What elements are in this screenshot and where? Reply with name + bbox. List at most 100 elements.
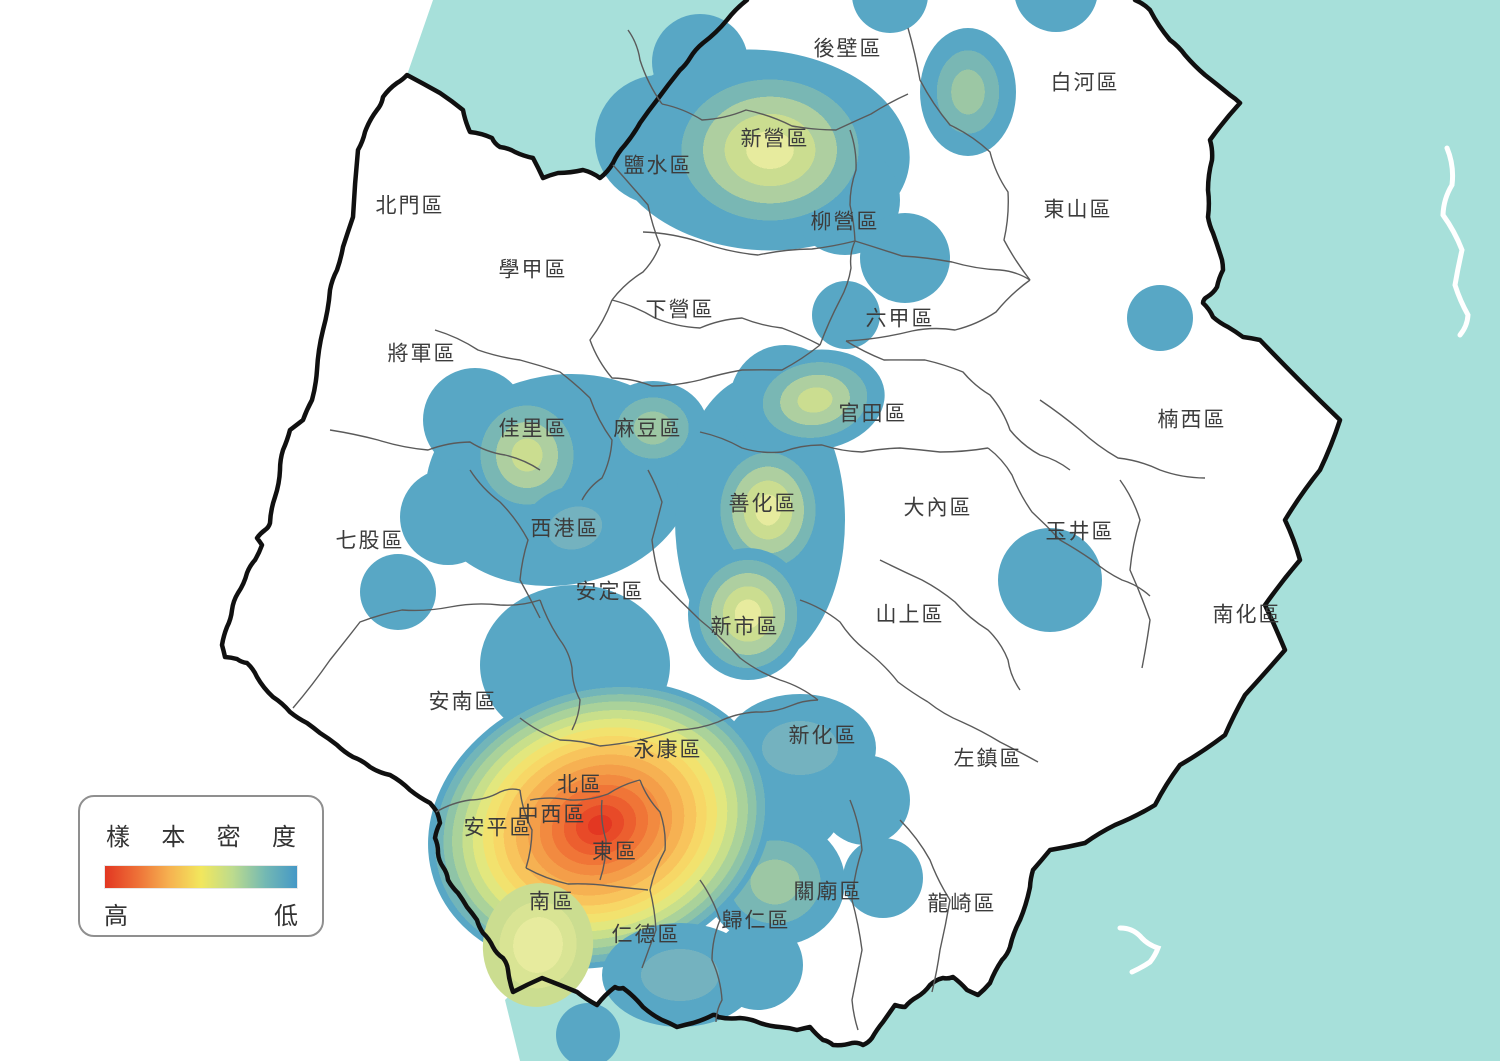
district-border-line <box>699 431 989 454</box>
heat-blob <box>920 28 1016 156</box>
legend-gradient-bar <box>104 865 298 889</box>
heat-blob <box>710 440 826 580</box>
legend-title-char: 度 <box>271 824 296 851</box>
district-label: 安平區 <box>464 817 533 840</box>
district-label: 中西區 <box>518 804 587 827</box>
heat-blob <box>860 213 950 303</box>
city-boundary-layer <box>219 0 1343 1048</box>
district-label: 東山區 <box>1044 199 1113 222</box>
district-label: 南區 <box>529 891 575 914</box>
district-label: 西港區 <box>531 518 600 541</box>
district-border-line <box>599 799 607 881</box>
heat-blob <box>400 469 496 565</box>
district-label: 善化區 <box>729 493 798 516</box>
district-border-line <box>647 469 663 581</box>
district-border-line <box>845 279 1031 342</box>
legend-title-char: 樣 <box>106 824 130 851</box>
legend-title: 樣本密度 <box>106 817 296 852</box>
district-label: 佳里區 <box>499 418 568 441</box>
district-border-line <box>581 397 613 501</box>
district-border-line <box>627 29 663 105</box>
district-border-line <box>899 819 951 993</box>
district-label: 安定區 <box>576 581 645 604</box>
heat-blob <box>556 1003 620 1061</box>
district-border-line <box>529 779 641 801</box>
district-border-line <box>525 867 649 891</box>
river-layer <box>1117 145 1471 975</box>
district-border-line <box>845 340 1071 471</box>
sea-area-east-south <box>505 0 1500 1061</box>
legend-title-char: 本 <box>161 824 186 851</box>
district-borders-layer <box>292 27 1206 1031</box>
district-label: 楠西區 <box>1158 409 1227 432</box>
district-border-line <box>589 299 821 387</box>
district-border-line <box>435 788 521 813</box>
district-label: 山上區 <box>876 604 945 627</box>
heat-blob <box>598 381 708 475</box>
district-border-line <box>879 559 1021 691</box>
city-boundary-line <box>219 0 1343 1048</box>
district-label: 龍崎區 <box>928 893 997 916</box>
district-border-line <box>927 701 1039 763</box>
district-label: 歸仁區 <box>722 910 791 933</box>
district-label: 南化區 <box>1213 604 1282 627</box>
heat-blob <box>465 389 589 521</box>
district-label: 玉井區 <box>1046 521 1115 544</box>
river-line <box>1117 925 1162 975</box>
heatmap-layer <box>360 0 1193 1061</box>
district-border-line <box>819 240 856 346</box>
heat-blob <box>662 64 878 236</box>
district-label: 左鎮區 <box>954 748 1023 771</box>
district-label: 學甲區 <box>499 259 568 282</box>
heat-blob <box>520 485 630 571</box>
district-label: 白河區 <box>1051 72 1120 95</box>
district-border-line <box>519 717 679 747</box>
district-label: 柳營區 <box>811 211 880 234</box>
district-label: 後壁區 <box>814 38 883 61</box>
district-label: 官田區 <box>839 403 908 426</box>
legend-low-label: 低 <box>274 903 298 930</box>
district-label: 北區 <box>557 774 603 797</box>
heat-blob <box>688 548 808 680</box>
district-border-line <box>677 699 819 731</box>
district-border-line <box>639 779 666 969</box>
district-border-line <box>519 789 533 869</box>
district-label: 鹽水區 <box>624 155 693 178</box>
district-border-line <box>1039 399 1206 479</box>
district-border-line <box>329 429 541 471</box>
district-border-line <box>292 599 541 709</box>
district-label: 將軍區 <box>388 343 457 366</box>
district-border-line <box>854 240 1031 281</box>
heat-blob <box>812 281 880 349</box>
heat-blob <box>852 0 928 33</box>
district-border-line <box>1119 479 1151 669</box>
district-label: 東區 <box>592 841 638 864</box>
district-border-line <box>907 27 1031 281</box>
district-label: 北門區 <box>376 195 445 218</box>
district-label: 永康區 <box>634 739 703 762</box>
district-border-line <box>642 231 856 256</box>
legend-end-labels: 高 低 <box>104 896 298 931</box>
district-border-line <box>661 93 909 131</box>
district-label: 關廟區 <box>794 881 863 904</box>
heat-blob <box>602 923 758 1027</box>
district-label: 麻豆區 <box>614 418 683 441</box>
district-label: 七股區 <box>336 530 405 553</box>
district-label: 大內區 <box>904 497 973 520</box>
heat-blob <box>745 349 885 451</box>
district-border-line <box>434 329 591 399</box>
district-label: 下營區 <box>646 299 715 322</box>
district-label: 仁德區 <box>612 924 681 947</box>
heat-blob <box>1127 285 1193 351</box>
district-label: 安南區 <box>429 691 498 714</box>
district-border-line <box>849 129 857 242</box>
district-border-line <box>987 447 1151 597</box>
district-border-line <box>611 299 821 346</box>
river-line <box>1440 145 1471 338</box>
district-label: 新化區 <box>789 725 858 748</box>
district-border-line <box>539 599 581 731</box>
district-border-line <box>849 799 863 1031</box>
